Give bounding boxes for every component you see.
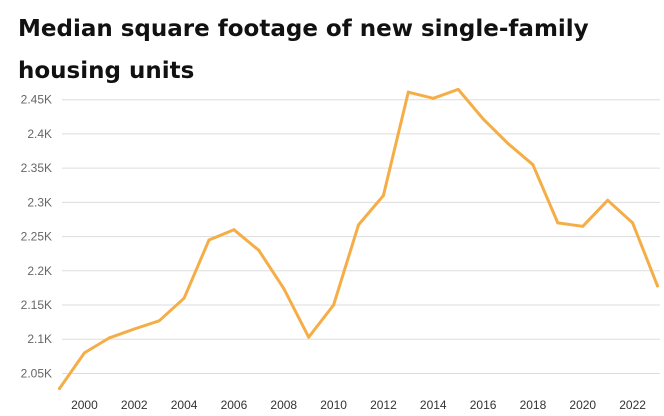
x-tick-label: 2008 bbox=[270, 398, 297, 412]
x-tick-label: 2010 bbox=[320, 398, 347, 412]
data-point bbox=[257, 248, 261, 252]
data-point bbox=[282, 287, 286, 291]
y-tick-label: 2.15K bbox=[21, 298, 52, 312]
data-point bbox=[381, 194, 385, 198]
x-tick-label: 2002 bbox=[121, 398, 148, 412]
data-point bbox=[531, 163, 535, 167]
data-point bbox=[357, 223, 361, 227]
x-axis-labels: 2000 2002 2004 2006 2008 2010 2012 2014 2016 2018… bbox=[71, 398, 646, 412]
data-point bbox=[82, 351, 86, 355]
x-tick-label: 2014 bbox=[420, 398, 447, 412]
x-tick-label: 2020 bbox=[569, 398, 596, 412]
chart-title: Median square footage of new single-fami… bbox=[18, 16, 589, 84]
grid-layer bbox=[62, 99, 660, 374]
x-tick-label: 2016 bbox=[470, 398, 497, 412]
data-point bbox=[506, 141, 510, 145]
y-tick-label: 2.2K bbox=[27, 264, 52, 278]
data-point bbox=[207, 238, 211, 242]
y-tick-label: 2.25K bbox=[21, 230, 52, 244]
data-point bbox=[406, 90, 410, 94]
data-point bbox=[581, 224, 585, 228]
data-point bbox=[606, 198, 610, 202]
data-point bbox=[307, 335, 311, 339]
x-tick-label: 2018 bbox=[520, 398, 547, 412]
x-tick-label: 2012 bbox=[370, 398, 397, 412]
data-point bbox=[556, 221, 560, 225]
data-point bbox=[182, 296, 186, 300]
x-tick-label: 2000 bbox=[71, 398, 98, 412]
data-point bbox=[107, 336, 111, 340]
y-tick-label: 2.45K bbox=[21, 93, 52, 107]
data-point bbox=[456, 87, 460, 91]
data-point bbox=[132, 327, 136, 331]
x-tick-label: 2022 bbox=[619, 398, 646, 412]
data-point bbox=[332, 303, 336, 307]
data-point bbox=[631, 221, 635, 225]
data-point bbox=[232, 228, 236, 232]
x-tick-label: 2006 bbox=[221, 398, 248, 412]
data-point bbox=[481, 117, 485, 121]
y-tick-label: 2.35K bbox=[21, 161, 52, 175]
data-point bbox=[656, 284, 660, 288]
x-tick-label: 2004 bbox=[171, 398, 198, 412]
data-point bbox=[58, 387, 62, 391]
y-axis-labels: 2.05K 2.1K 2.15K 2.2K 2.25K 2.3K 2.35K 2.4K 2.45… bbox=[21, 93, 52, 381]
data-point bbox=[157, 319, 161, 323]
y-tick-label: 2.05K bbox=[21, 366, 52, 380]
y-tick-label: 2.1K bbox=[27, 332, 52, 346]
y-tick-label: 2.3K bbox=[27, 195, 52, 209]
series-layer bbox=[58, 87, 660, 391]
data-point bbox=[431, 96, 435, 100]
y-tick-label: 2.4K bbox=[27, 127, 52, 141]
